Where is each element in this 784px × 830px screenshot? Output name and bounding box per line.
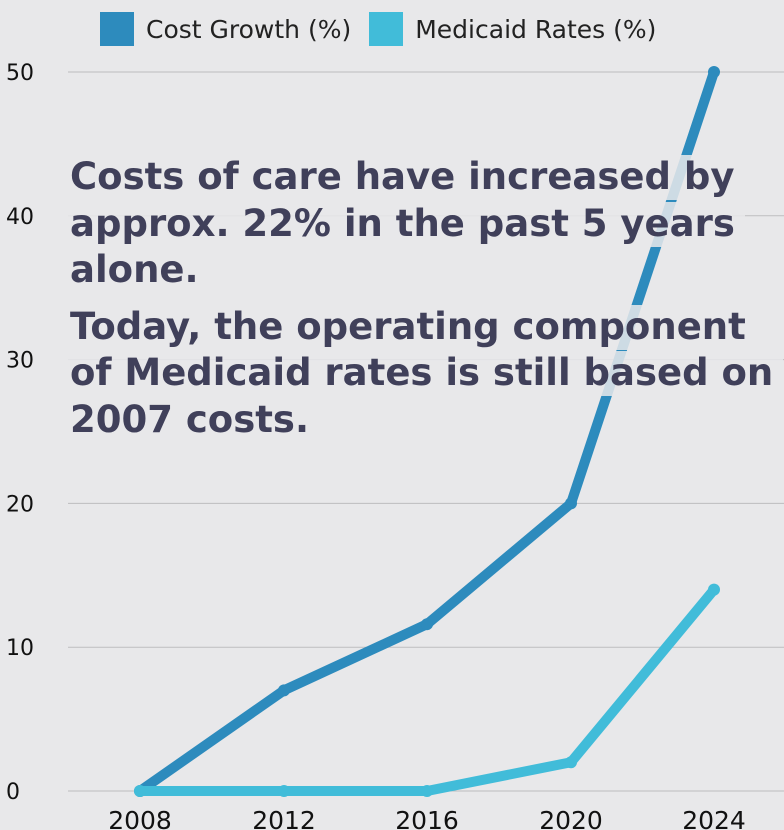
x-tick-label-2016: 2016 [395,806,459,830]
data-point-cost-growth-2016 [421,618,433,631]
y-tick-label-40: 40 [6,205,34,230]
annotation-text-costs: Costs of care have increased by approx. … [56,155,745,294]
x-tick-label-2008: 2008 [108,806,172,830]
x-tick-label-2020: 2020 [539,806,603,830]
x-tick-label-2024: 2024 [682,806,746,830]
data-point-cost-growth-2024 [708,66,720,78]
legend-label-medicaid-rates: Medicaid Rates (%) [415,14,657,44]
annotation-paragraph-medicaid: Today, the operating component of Medica… [56,304,784,444]
y-tick-label-50: 50 [6,61,34,86]
data-point-medicaid-rates-2008 [134,785,146,797]
data-point-medicaid-rates-2024 [708,583,720,596]
legend-item-medicaid-rates: Medicaid Rates (%) [369,12,656,46]
data-point-medicaid-rates-2020 [565,756,577,769]
y-tick-label-10: 10 [6,636,34,661]
y-tick-label-20: 20 [6,492,34,517]
legend: Cost Growth (%) Medicaid Rates (%) [100,12,656,46]
annotation-overlay: Costs of care have increased by approx. … [56,154,784,444]
annotation-text-medicaid: Today, the operating component of Medica… [56,304,784,444]
x-tick-label-2012: 2012 [252,806,316,830]
y-tick-label-30: 30 [6,349,34,374]
annotation-paragraph-costs: Costs of care have increased by approx. … [56,154,776,294]
data-point-cost-growth-2020 [565,497,577,510]
data-point-cost-growth-2012 [278,684,290,697]
legend-swatch-cost-growth [100,12,134,46]
data-point-medicaid-rates-2012 [278,785,290,797]
legend-item-cost-growth: Cost Growth (%) [100,12,351,46]
y-tick-label-0: 0 [6,780,20,805]
legend-label-cost-growth: Cost Growth (%) [146,14,352,44]
legend-swatch-medicaid-rates [369,12,404,46]
data-point-medicaid-rates-2016 [421,785,433,797]
